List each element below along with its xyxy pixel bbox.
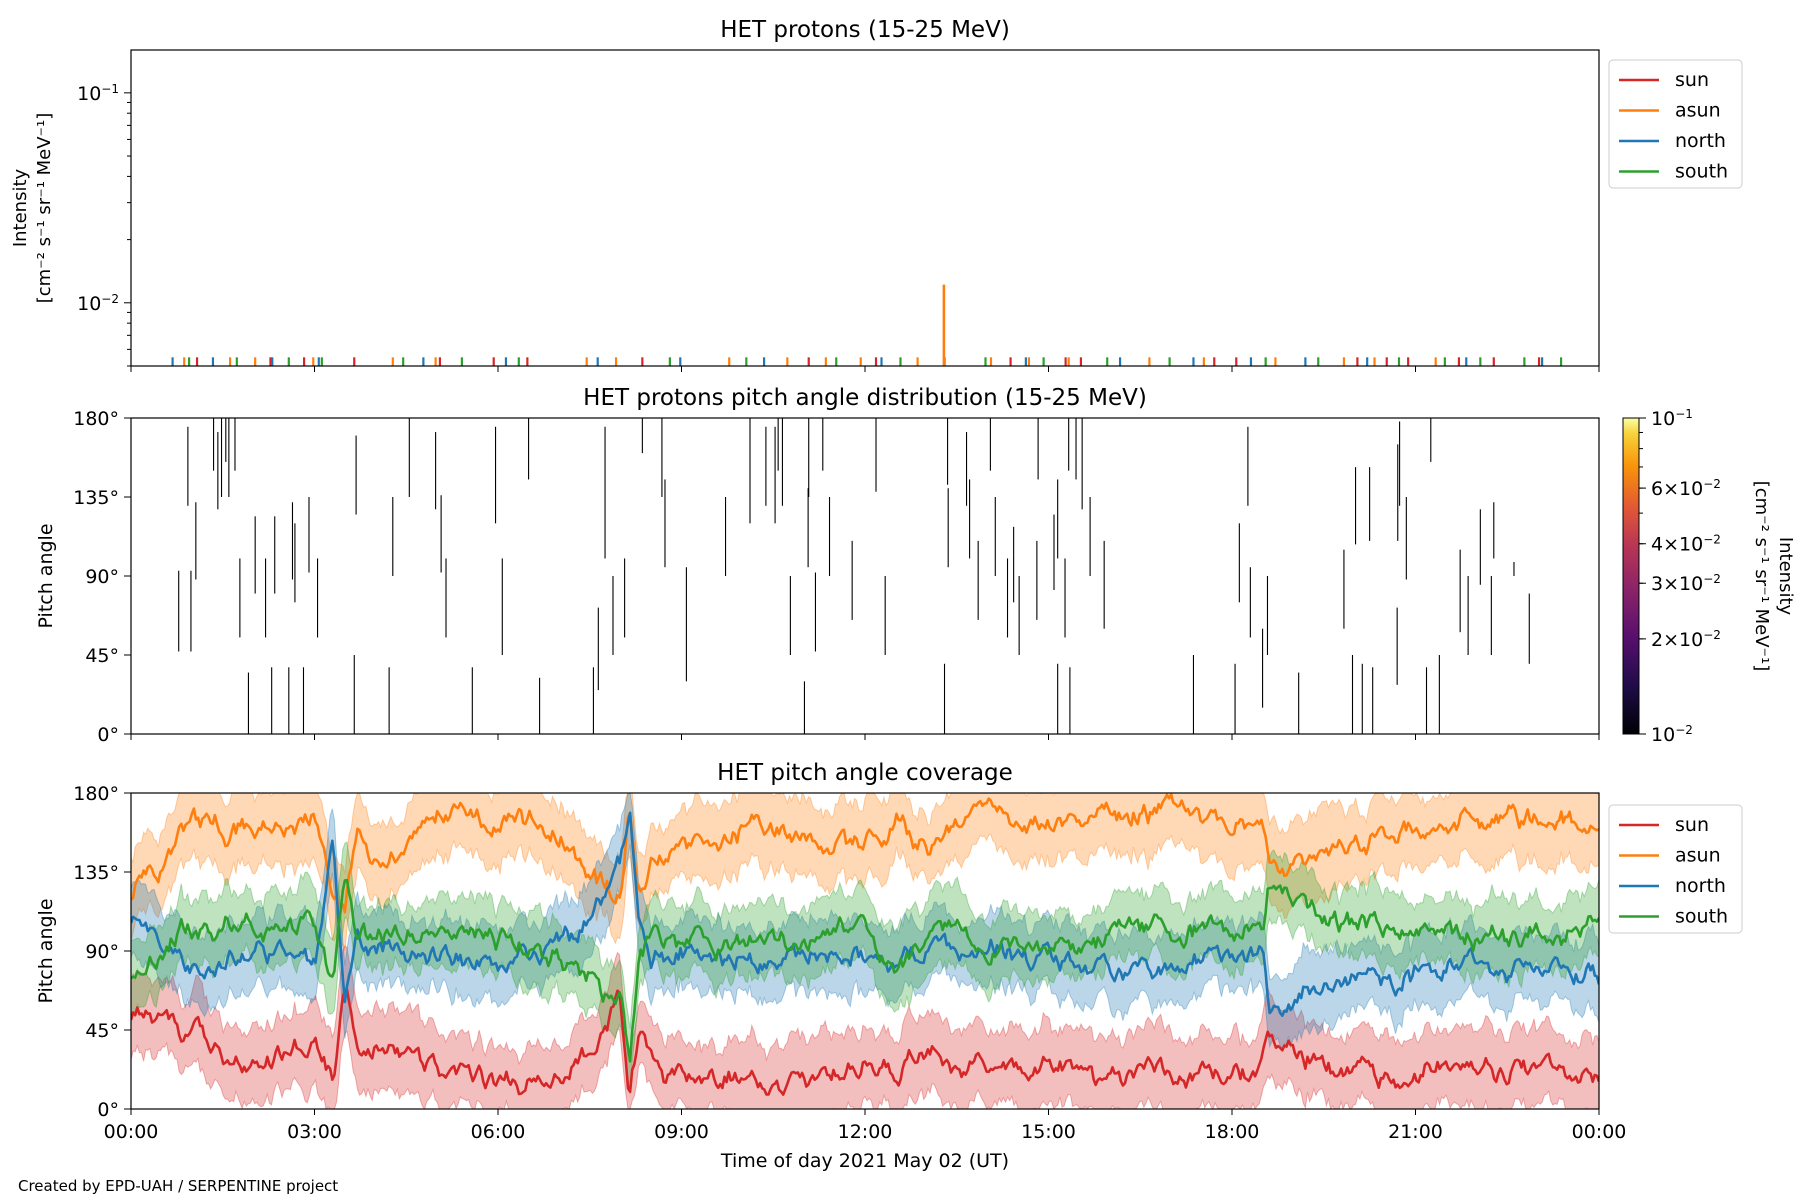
colorbar-tick-label: 3×10−2 [1651, 572, 1721, 595]
legend-box [1608, 59, 1743, 189]
legend-label-north: north [1675, 130, 1726, 152]
panel3-line-sun [131, 988, 1599, 1096]
legend-label-asun: asun [1675, 100, 1721, 122]
legend-label-south: south [1675, 161, 1728, 183]
panel3-y-tick-label: 45° [85, 1020, 119, 1042]
panel2-y-axis-label: Pitch angle [35, 523, 57, 628]
x-tick-label: 12:00 [838, 1121, 893, 1143]
panel1-y-tick-label: 10−2 [77, 292, 119, 315]
colorbar [1622, 417, 1640, 735]
x-tick-label: 06:00 [471, 1121, 526, 1143]
panel3-y-tick-label: 90° [85, 941, 119, 963]
legend-label-sun: sun [1675, 69, 1709, 91]
colorbar-label-line1: Intensity [1775, 537, 1796, 616]
x-tick-label: 00:00 [104, 1121, 159, 1143]
colorbar-tick-label: 4×10−2 [1651, 533, 1721, 556]
panel3-plot-area [131, 793, 1599, 1109]
credit-text: Created by EPD-UAH / SERPENTINE project [18, 1177, 339, 1195]
colorbar-tick-label: 10−1 [1651, 407, 1693, 430]
y-label-line2: [cm⁻² s⁻¹ sr⁻¹ MeV⁻¹] [34, 113, 55, 304]
panel3-y-tick-label: 0° [97, 1099, 119, 1121]
legend-label-asun: asun [1675, 845, 1721, 867]
panel3-line-asun [131, 793, 1599, 914]
x-tick-label: 09:00 [654, 1121, 709, 1143]
y-label-line1: Intensity [10, 168, 31, 247]
panel2-y-tick-label: 90° [85, 566, 119, 588]
x-tick-label: 15:00 [1021, 1121, 1076, 1143]
panel2-y-tick-label: 180° [73, 408, 119, 430]
panel3-y-axis-label: Pitch angle [35, 898, 57, 1003]
panel1-y-axis-label: Intensity [cm⁻² s⁻¹ sr⁻¹ MeV⁻¹] [10, 113, 55, 304]
panel3-band-sun [131, 944, 1599, 1109]
colorbar-tick-label: 10−2 [1651, 723, 1693, 746]
panel1-legend: sun asun north south [1608, 59, 1743, 189]
panel2-frame [130, 417, 1600, 735]
panel3-legend: sun asun north south [1608, 804, 1743, 934]
x-tick-label: 21:00 [1388, 1121, 1443, 1143]
colorbar-label: Intensity[cm⁻² s⁻¹ sr⁻¹ MeV⁻¹] [1751, 481, 1796, 672]
panel3-line-south [131, 878, 1599, 1063]
x-tick-label: 18:00 [1205, 1121, 1260, 1143]
legend-label-north: north [1675, 875, 1726, 897]
panel1-frame [130, 49, 1600, 367]
x-tick-label: 03:00 [287, 1121, 342, 1143]
legend-box [1608, 804, 1743, 934]
panel3-band-north [131, 793, 1599, 1053]
panel2-y-tick-label: 0° [97, 724, 119, 746]
panel3-title: HET pitch angle coverage [717, 760, 1013, 786]
colorbar-label-line2: [cm⁻² s⁻¹ sr⁻¹ MeV⁻¹] [1751, 481, 1772, 672]
panel1-y-tick-label: 10−1 [77, 82, 119, 105]
panel2-title: HET protons pitch angle distribution (15… [583, 385, 1147, 411]
colorbar-tick-label: 2×10−2 [1651, 628, 1721, 651]
panel1-title: HET protons (15-25 MeV) [720, 17, 1010, 43]
legend-label-south: south [1675, 906, 1728, 928]
colorbar-tick-label: 6×10−2 [1651, 477, 1721, 500]
x-axis-label: Time of day 2021 May 02 (UT) [720, 1150, 1009, 1172]
panel2-y-tick-label: 135° [73, 487, 119, 509]
panel3-y-tick-label: 135° [73, 862, 119, 884]
panel3-band-south [131, 841, 1599, 1095]
legend-label-sun: sun [1675, 814, 1709, 836]
panel3-line-north [131, 811, 1599, 1018]
panel3-y-tick-label: 180° [73, 783, 119, 805]
panel2-y-tick-label: 45° [85, 645, 119, 667]
x-tick-label: 00:00 [1572, 1121, 1627, 1143]
